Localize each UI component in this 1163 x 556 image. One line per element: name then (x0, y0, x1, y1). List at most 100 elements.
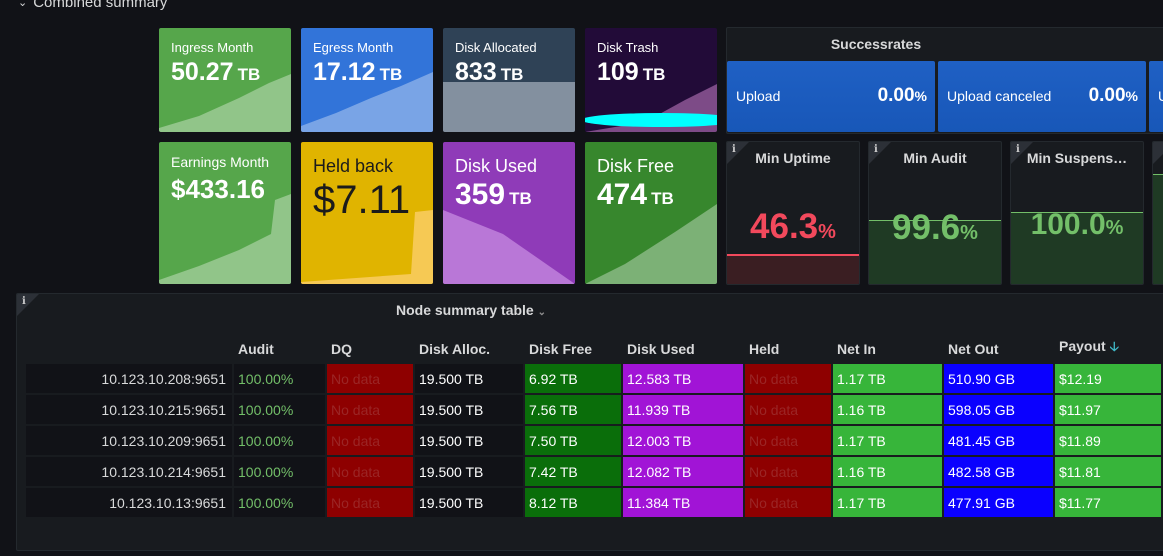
cell-node: 10.123.10.215:9651 (26, 395, 234, 424)
stat-disk-trash[interactable]: Disk Trash 109 TB (585, 28, 717, 132)
col-header-disk-free[interactable]: Disk Free (529, 341, 593, 357)
successrate-label: Upload canceled (947, 88, 1052, 104)
cell-payout: $12.19 (1055, 364, 1163, 393)
cell-node: 10.123.10.13:9651 (26, 488, 234, 517)
panel-title: Min Suspens… (1026, 150, 1128, 166)
cell-payout: $11.81 (1055, 457, 1163, 486)
cell-disk-used: 11.384 TB (623, 488, 745, 517)
cell-disk-alloc: 19.500 TB (415, 426, 525, 455)
row-header[interactable]: ⌄ Combined summary (18, 0, 167, 11)
sparkline (159, 194, 291, 284)
cell-disk-used: 12.003 TB (623, 426, 745, 455)
gauge-fill (869, 220, 1001, 284)
info-corner (727, 142, 749, 164)
cell-net-in: 1.17 TB (833, 488, 944, 517)
stat-title: Disk Trash (597, 40, 659, 55)
successrate-third[interactable]: U (1149, 61, 1163, 132)
info-corner (1153, 142, 1163, 164)
sparkline (443, 210, 575, 284)
stat-disk-used[interactable]: Disk Used 359 TB (443, 142, 575, 284)
cell-net-out: 598.05 GB (944, 395, 1055, 424)
cell-audit: 100.00% (234, 395, 327, 424)
cell-dq: No data (327, 426, 415, 455)
col-header-audit[interactable]: Audit (238, 341, 274, 357)
stat-value: $7.11 (313, 178, 411, 222)
stat-ingress-month[interactable]: Ingress Month 50.27 TB (159, 28, 291, 132)
info-icon[interactable]: i (732, 144, 736, 155)
table-row[interactable]: 10.123.10.214:9651 100.00% No data 19.500 T… (26, 457, 1163, 486)
gauge-min-uptime[interactable]: i Min Uptime 46.3% (726, 141, 860, 285)
col-header-held[interactable]: Held (749, 341, 780, 357)
row-title: Combined summary (33, 0, 168, 11)
info-corner (869, 142, 891, 164)
stat-held-back[interactable]: Held back $7.11 (301, 142, 433, 284)
col-header-net-out[interactable]: Net Out (948, 341, 999, 357)
stat-value: 474 TB (597, 178, 674, 211)
cell-disk-alloc: 19.500 TB (415, 457, 525, 486)
cell-node: 10.123.10.209:9651 (26, 426, 234, 455)
sort-desc-icon[interactable]: 🡣 (1109, 339, 1119, 354)
col-header-payout[interactable]: Payout 🡣 (1059, 338, 1119, 354)
cell-audit: 100.00% (234, 457, 327, 486)
gauge-partial[interactable] (1152, 141, 1163, 285)
stat-disk-allocated[interactable]: Disk Allocated 833 TB (443, 28, 575, 132)
successrates-panel[interactable]: Successrates Upload 0.00% Upload cancele… (726, 27, 1163, 134)
stat-value: 109 TB (597, 58, 666, 86)
cell-dq: No data (327, 457, 415, 486)
successrate-value: 0.00% (877, 85, 927, 106)
table-row[interactable]: 10.123.10.215:9651 100.00% No data 19.500 T… (26, 395, 1163, 424)
cell-held: No data (745, 488, 833, 517)
panel-title[interactable]: Node summary table ⌄ (396, 302, 546, 318)
gauge-min-audit[interactable]: i Min Audit 99.6% (868, 141, 1002, 285)
cell-held: No data (745, 364, 833, 393)
stat-value: 50.27 TB (171, 58, 261, 86)
successrate-upload-canceled[interactable]: Upload canceled 0.00% (938, 61, 1146, 132)
stat-title: Ingress Month (171, 40, 254, 55)
cell-audit: 100.00% (234, 488, 327, 517)
cell-audit: 100.00% (234, 364, 327, 393)
cell-audit: 100.00% (234, 426, 327, 455)
stat-earnings-month[interactable]: Earnings Month $433.16 (159, 142, 291, 284)
info-icon[interactable]: i (22, 296, 26, 307)
cell-disk-alloc: 19.500 TB (415, 488, 525, 517)
stat-title: Earnings Month (171, 154, 270, 170)
col-header-disk-alloc[interactable]: Disk Alloc. (419, 341, 491, 357)
cell-dq: No data (327, 488, 415, 517)
table-row[interactable]: 10.123.10.208:9651 100.00% No data 19.500 T… (26, 364, 1163, 393)
gauge-fill (1153, 174, 1163, 284)
successrate-label: Upload (736, 88, 781, 104)
cell-payout: $11.97 (1055, 395, 1163, 424)
panel-title: Min Uptime (755, 150, 831, 166)
cell-disk-free: 7.50 TB (525, 426, 623, 455)
cell-disk-alloc: 19.500 TB (415, 364, 525, 393)
stat-disk-free[interactable]: Disk Free 474 TB (585, 142, 717, 284)
cell-dq: No data (327, 395, 415, 424)
gauge-fill (727, 254, 859, 284)
gauge-value: 99.6% (892, 208, 978, 247)
cell-disk-free: 7.56 TB (525, 395, 623, 424)
table-row[interactable]: 10.123.10.209:9651 100.00% No data 19.500 T… (26, 426, 1163, 455)
cell-net-in: 1.16 TB (833, 395, 944, 424)
cell-node: 10.123.10.214:9651 (26, 457, 234, 486)
col-header-net-in[interactable]: Net In (837, 341, 876, 357)
stat-title: Egress Month (313, 40, 394, 55)
successrate-upload[interactable]: Upload 0.00% (727, 61, 935, 132)
stat-value: $433.16 (171, 174, 265, 204)
stat-egress-month[interactable]: Egress Month 17.12 TB (301, 28, 433, 132)
successrate-label: U (1158, 88, 1163, 104)
sparkline (585, 84, 717, 132)
col-header-dq[interactable]: DQ (331, 341, 352, 357)
cell-node: 10.123.10.208:9651 (26, 364, 234, 393)
cell-disk-free: 8.12 TB (525, 488, 623, 517)
col-header-node[interactable] (26, 336, 234, 362)
info-icon[interactable]: i (1016, 144, 1020, 155)
col-header-disk-used[interactable]: Disk Used (627, 341, 695, 357)
cell-held: No data (745, 457, 833, 486)
sparkline (443, 82, 575, 132)
table-row[interactable]: 10.123.10.13:9651 100.00% No data 19.500 TB… (26, 488, 1163, 517)
info-icon[interactable]: i (874, 144, 878, 155)
cell-dq: No data (327, 364, 415, 393)
cell-held: No data (745, 426, 833, 455)
sparkline (301, 210, 433, 284)
gauge-min-suspension[interactable]: i Min Suspens… 100.0% (1010, 141, 1144, 285)
